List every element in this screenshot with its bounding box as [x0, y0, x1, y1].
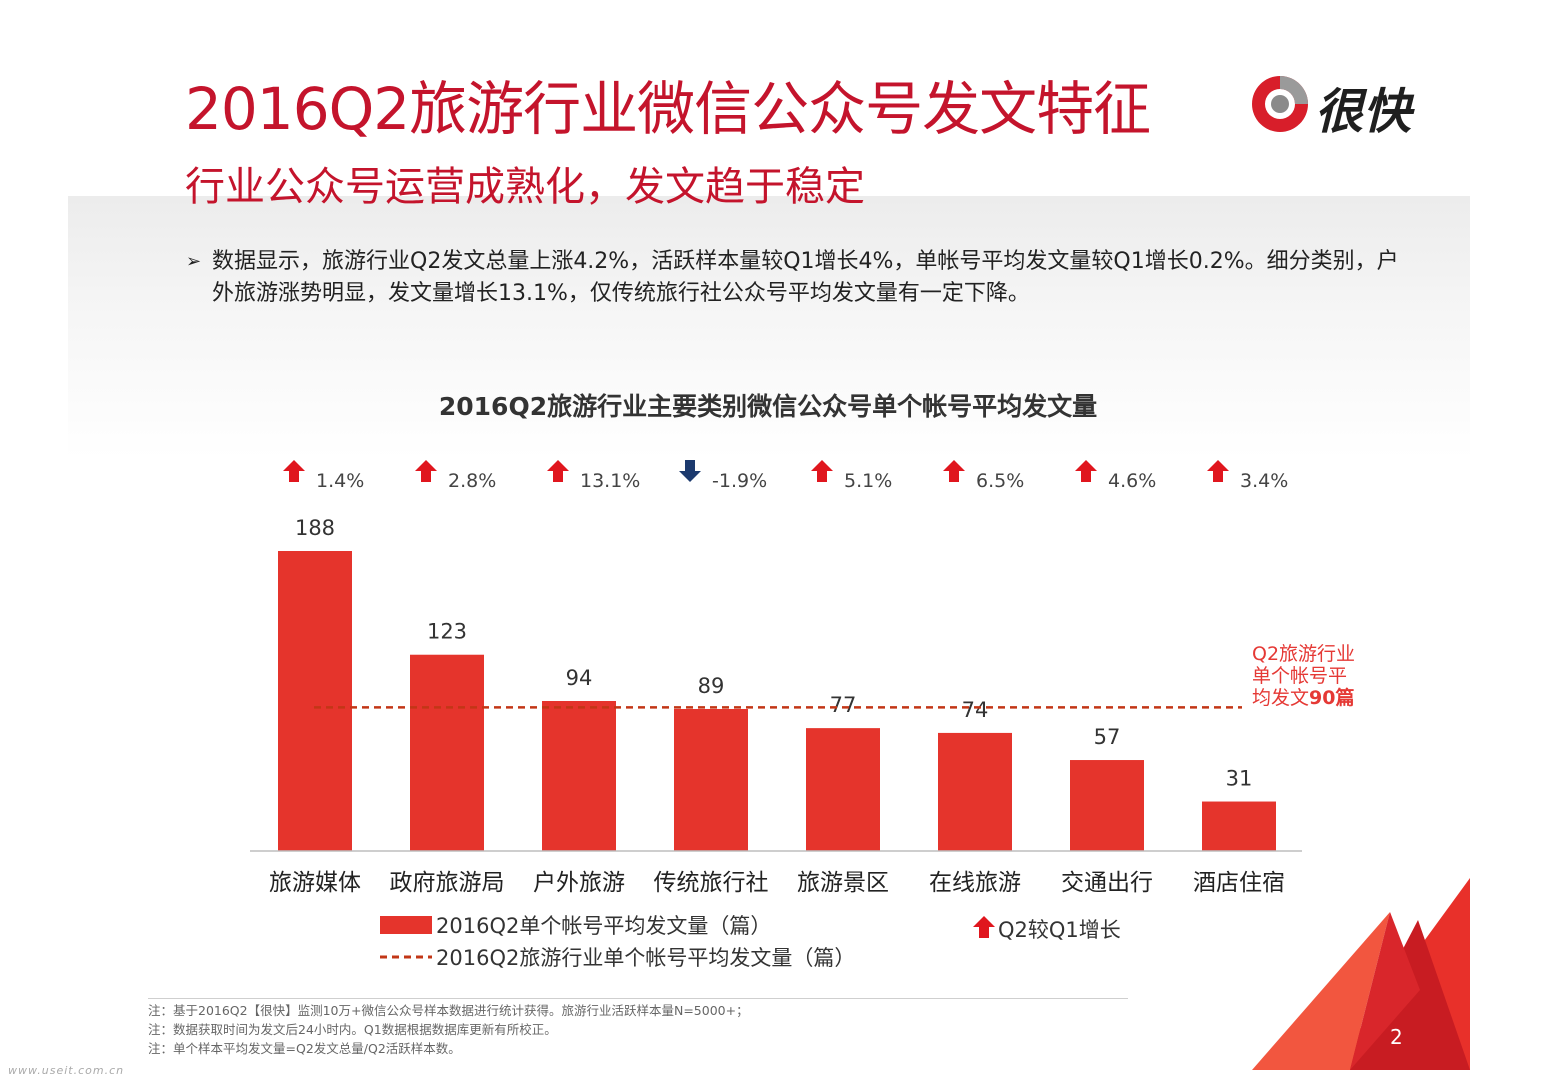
category-label: 政府旅游局 [390, 870, 505, 896]
summary-bullet: ➢ 数据显示，旅游行业Q2发文总量上涨4.2%，活跃样本量较Q1增长4%，单帐号… [186, 246, 1401, 310]
bar-value-label: 31 [1226, 767, 1253, 791]
page-subtitle: 行业公众号运营成熟化，发文趋于稳定 [185, 164, 865, 210]
reference-annotation: 单个帐号平 [1252, 665, 1347, 687]
bar [542, 701, 616, 851]
category-label: 在线旅游 [929, 870, 1021, 896]
growth-label: 13.1% [580, 470, 640, 492]
logo-icon [1252, 76, 1308, 132]
footnotes: 注：基于2016Q2【很快】监测10万+微信公众号样本数据进行统计获得。旅游行业… [148, 998, 1128, 1058]
legend-growth-label: Q2较Q1增长 [998, 918, 1121, 942]
bar [1070, 760, 1144, 851]
category-label: 酒店住宿 [1193, 870, 1285, 896]
growth-down-arrow-icon [679, 460, 701, 482]
bar [674, 708, 748, 851]
bar-value-label: 94 [566, 666, 593, 690]
bar [410, 654, 484, 851]
bar-chart: 2016Q2旅游行业主要类别微信公众号单个帐号平均发文量 1.4% 2.8% 13.… [250, 392, 1355, 970]
growth-label: 4.6% [1108, 470, 1156, 492]
reference-annotation: 均发文90篇 [1252, 686, 1354, 709]
bar-value-label: 123 [427, 620, 467, 644]
legend-bar-label: 2016Q2单个帐号平均发文量（篇） [436, 914, 771, 938]
category-label: 户外旅游 [533, 870, 625, 896]
bullet-arrow-icon: ➢ [186, 251, 202, 272]
growth-label: -1.9% [712, 470, 767, 492]
growth-up-arrow-icon [811, 460, 833, 482]
brand-logo: 很快 [1248, 70, 1428, 140]
category-label: 旅游媒体 [269, 870, 361, 896]
growth-up-arrow-icon [547, 460, 569, 482]
bar-value-label: 89 [698, 674, 725, 698]
bar-value-label: 77 [830, 693, 857, 717]
growth-label: 5.1% [844, 470, 892, 492]
logo-text: 很快 [1315, 84, 1412, 140]
footnote-2: 注：数据获取时间为发文后24小时内。Q1数据根据数据库更新有所校正。 [148, 1022, 557, 1037]
category-label: 交通出行 [1061, 870, 1153, 896]
reference-annotation-value: 90篇 [1309, 686, 1354, 709]
summary-text: 数据显示，旅游行业Q2发文总量上涨4.2%，活跃样本量较Q1增长4%，单帐号平均… [212, 249, 1399, 306]
growth-label: 1.4% [316, 470, 364, 492]
growth-up-arrow-icon [283, 460, 305, 482]
legend-growth-arrow-icon [973, 916, 995, 938]
watermark: www.useit.com.cn [8, 1064, 125, 1077]
category-label: 旅游景区 [797, 870, 889, 896]
bar [806, 728, 880, 851]
growth-up-arrow-icon [415, 460, 437, 482]
legend-line-label: 2016Q2旅游行业单个帐号平均发文量（篇） [436, 946, 855, 970]
reference-annotation: Q2旅游行业 [1252, 643, 1355, 665]
footnote-1: 注：基于2016Q2【很快】监测10万+微信公众号样本数据进行统计获得。旅游行业… [148, 1003, 749, 1018]
footnote-3: 注：单个样本平均发文量=Q2发文总量/Q2活跃样本数。 [148, 1041, 461, 1056]
growth-label: 2.8% [448, 470, 496, 492]
growth-label: 6.5% [976, 470, 1024, 492]
page-number: 2 [1390, 1025, 1403, 1049]
growth-up-arrow-icon [1075, 460, 1097, 482]
bar [278, 551, 352, 851]
category-label: 传统旅行社 [654, 870, 769, 896]
legend-bar-swatch [380, 916, 432, 934]
bar-value-label: 188 [295, 516, 335, 540]
growth-up-arrow-icon [1207, 460, 1229, 482]
growth-up-arrow-icon [943, 460, 965, 482]
bar [1202, 801, 1276, 851]
bar-value-label: 74 [962, 698, 989, 722]
bar-value-label: 57 [1094, 725, 1121, 749]
bar [938, 732, 1012, 851]
corner-decoration [1252, 878, 1470, 1070]
chart-title: 2016Q2旅游行业主要类别微信公众号单个帐号平均发文量 [439, 392, 1097, 421]
growth-label: 3.4% [1240, 470, 1288, 492]
page-title: 2016Q2旅游行业微信公众号发文特征 [185, 75, 1151, 143]
